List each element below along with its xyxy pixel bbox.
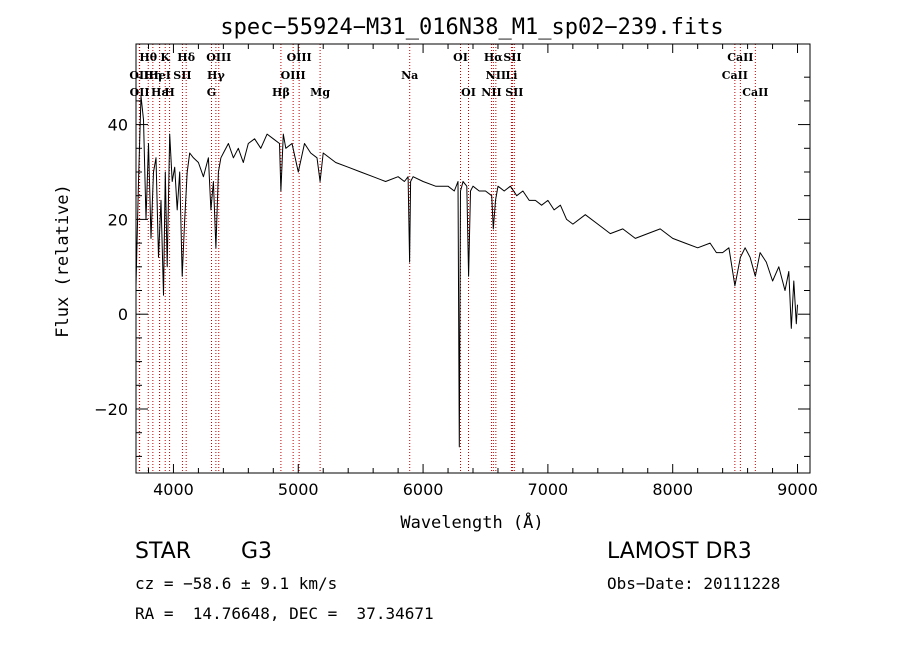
y-axis-label: Flux (relative) [53, 184, 73, 338]
line-label-2: OII [130, 86, 150, 99]
y-tick-label-1: 0 [118, 305, 128, 324]
line-label-10: OIII [206, 51, 231, 64]
line-label-4: K [160, 51, 170, 64]
x-tick-label-5: 9000 [777, 480, 818, 499]
x-tick-label-2: 6000 [403, 480, 444, 499]
line-label-20: Hα [484, 51, 503, 64]
x-axis-label: Wavelength (Å) [400, 511, 543, 533]
line-label-11: Hγ [207, 69, 225, 82]
line-label-27: CaII [722, 69, 748, 82]
line-label-0: Hθ [139, 51, 157, 64]
x-tick-label-4: 8000 [652, 480, 693, 499]
x-axis-ticks: 4000 5000 6000 7000 8000 9000 [147, 44, 818, 499]
redshift-velocity: cz = −58.6 ± 9.1 km/s [135, 574, 338, 593]
y-tick-label-2: 20 [108, 210, 128, 229]
line-label-24: Li [505, 69, 517, 82]
line-label-15: OIII [281, 69, 306, 82]
x-tick-label-3: 7000 [528, 480, 569, 499]
line-label-8: H [164, 86, 174, 99]
line-label-17: Na [401, 69, 418, 82]
line-label-16: Mg [310, 86, 330, 99]
line-label-5: Hε [151, 86, 168, 99]
x-tick-label-1: 5000 [278, 480, 319, 499]
line-label-23: SII [503, 51, 521, 64]
plot-frame [135, 43, 811, 474]
sky-coordinates: RA = 14.76648, DEC = 37.34671 [135, 604, 434, 623]
line-label-12: G [207, 86, 216, 99]
line-label-1: OII [129, 69, 149, 82]
line-label-25: SII [505, 86, 523, 99]
y-tick-label-0: −20 [94, 400, 128, 419]
line-label-6: HeI [148, 69, 171, 82]
line-label-13: Hβ [272, 86, 290, 99]
observation-date: Obs−Date: 20111228 [607, 574, 781, 593]
survey-name: LAMOST DR3 [607, 539, 752, 564]
spectrum-line [135, 95, 798, 448]
x-tick-label-0: 4000 [153, 480, 194, 499]
spectral-line-markers [138, 44, 756, 473]
line-label-14: OIII [287, 51, 312, 64]
line-label-22: NII [481, 86, 501, 99]
object-class: STAR [135, 539, 192, 564]
line-label-28: CaII [742, 86, 768, 99]
y-tick-label-3: 40 [108, 116, 128, 135]
line-label-19: OI [461, 86, 476, 99]
chart-title: spec−55924−M31_016N38_M1_sp02−239.fits [220, 15, 723, 40]
line-label-26: CaII [727, 51, 753, 64]
object-subclass: G3 [241, 539, 273, 564]
line-label-7: SII [173, 69, 191, 82]
line-label-18: OI [453, 51, 468, 64]
y-axis-ticks: −20 0 20 40 [94, 76, 810, 457]
line-label-21: NII [486, 69, 506, 82]
line-label-9: Hδ [177, 51, 195, 64]
line-label-3: Hη [144, 69, 162, 82]
